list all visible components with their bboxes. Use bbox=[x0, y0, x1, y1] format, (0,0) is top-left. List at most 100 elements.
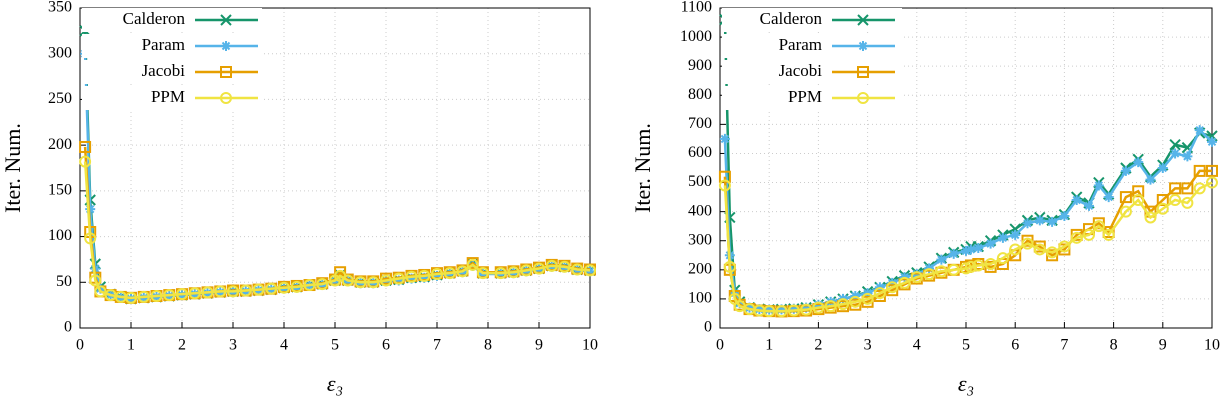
marker bbox=[290, 280, 303, 293]
y-tick-label: 800 bbox=[688, 86, 712, 103]
x-tick-label: 2 bbox=[814, 337, 822, 354]
y-tick-label: 200 bbox=[688, 260, 712, 277]
marker bbox=[886, 281, 899, 294]
x-tick-label: 3 bbox=[229, 337, 237, 354]
marker bbox=[1182, 151, 1193, 162]
legend-label: PPM bbox=[151, 87, 185, 106]
x-tick-label: 6 bbox=[1011, 337, 1019, 354]
marker bbox=[1206, 176, 1218, 189]
y-tick-label: 50 bbox=[56, 273, 72, 290]
marker bbox=[405, 270, 418, 283]
marker bbox=[985, 238, 996, 249]
marker bbox=[1046, 246, 1059, 259]
marker bbox=[1093, 180, 1104, 191]
marker bbox=[1181, 196, 1194, 209]
marker bbox=[520, 264, 533, 277]
marker bbox=[965, 244, 976, 255]
x-tick-label: 7 bbox=[433, 337, 441, 354]
marker bbox=[431, 268, 443, 281]
y-tick-label: 400 bbox=[688, 202, 712, 219]
marker bbox=[910, 271, 923, 284]
marker bbox=[1194, 125, 1205, 136]
marker bbox=[1047, 216, 1058, 227]
x-tick-label: 6 bbox=[382, 337, 390, 354]
x-tick-label: 1 bbox=[127, 337, 135, 354]
marker bbox=[1119, 191, 1132, 204]
marker bbox=[961, 245, 971, 256]
marker bbox=[341, 274, 354, 287]
marker bbox=[406, 273, 417, 284]
y-tick-label: 300 bbox=[688, 231, 712, 248]
marker bbox=[456, 265, 469, 278]
marker bbox=[303, 279, 316, 292]
marker bbox=[1059, 211, 1070, 221]
legend-label: PPM bbox=[788, 87, 822, 106]
x-tick-label: 3 bbox=[864, 337, 872, 354]
marker bbox=[1071, 195, 1082, 205]
marker bbox=[861, 292, 874, 305]
plot-frame bbox=[719, 7, 1213, 329]
y-tick-label: 150 bbox=[48, 182, 72, 199]
marker bbox=[1102, 228, 1115, 241]
marker bbox=[1156, 194, 1169, 206]
x-tick-label: 0 bbox=[76, 337, 84, 354]
marker bbox=[1207, 136, 1217, 147]
marker bbox=[584, 264, 596, 277]
marker bbox=[764, 304, 775, 315]
marker bbox=[84, 232, 97, 245]
y-tick-label: 250 bbox=[48, 90, 72, 107]
x-tick-label: 10 bbox=[582, 337, 598, 354]
marker bbox=[1206, 164, 1218, 177]
y-tick-label: 350 bbox=[48, 0, 72, 16]
marker bbox=[1193, 182, 1206, 195]
marker bbox=[367, 276, 380, 289]
marker bbox=[1022, 218, 1033, 229]
marker bbox=[1169, 194, 1182, 206]
marker bbox=[188, 287, 201, 300]
marker bbox=[1170, 148, 1181, 159]
marker bbox=[1092, 220, 1105, 233]
marker bbox=[252, 283, 265, 296]
marker bbox=[89, 274, 102, 287]
marker bbox=[1157, 163, 1168, 173]
marker bbox=[1144, 211, 1157, 224]
y-tick-label: 0 bbox=[704, 319, 712, 336]
legend-marker bbox=[220, 92, 232, 104]
marker bbox=[1009, 243, 1022, 256]
marker bbox=[754, 304, 765, 315]
marker bbox=[1181, 182, 1194, 195]
marker bbox=[507, 266, 520, 279]
x-axis-label: ε₃ bbox=[958, 371, 974, 396]
x-tick-label: 2 bbox=[178, 337, 186, 354]
y-tick-label: 100 bbox=[48, 227, 72, 244]
marker bbox=[393, 275, 404, 286]
marker bbox=[163, 289, 176, 302]
y-tick-label: 700 bbox=[688, 115, 712, 132]
marker bbox=[533, 262, 545, 275]
marker bbox=[964, 260, 977, 273]
marker bbox=[1132, 194, 1145, 206]
marker bbox=[787, 304, 800, 317]
y-tick-label: 500 bbox=[688, 173, 712, 190]
series-line bbox=[723, 128, 1213, 311]
legend-marker bbox=[220, 14, 232, 26]
marker bbox=[227, 285, 239, 298]
x-tick-label: 1 bbox=[765, 337, 773, 354]
marker bbox=[923, 268, 936, 281]
marker bbox=[585, 266, 595, 277]
marker bbox=[176, 288, 188, 301]
y-axis-label: Iter. Num. bbox=[630, 123, 655, 213]
marker bbox=[936, 254, 947, 265]
marker bbox=[775, 305, 788, 318]
marker bbox=[718, 179, 731, 192]
marker bbox=[873, 287, 886, 300]
marker bbox=[947, 263, 960, 276]
marker bbox=[718, 170, 731, 183]
series bbox=[718, 176, 1218, 318]
x-axis-label: ε₃ bbox=[327, 371, 343, 396]
marker bbox=[1120, 165, 1131, 176]
y-tick-label: 900 bbox=[688, 57, 712, 74]
legend-label: Jacobi bbox=[779, 61, 823, 80]
legend-label: Calderon bbox=[123, 9, 186, 28]
